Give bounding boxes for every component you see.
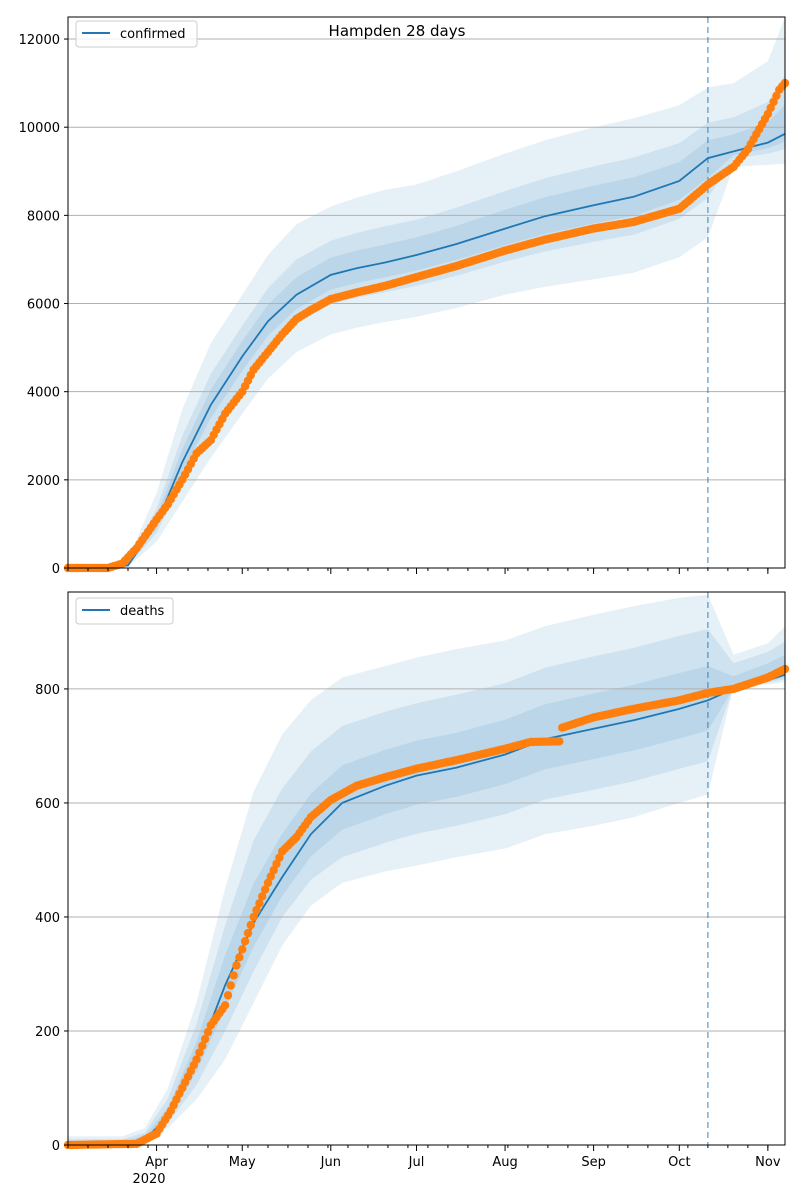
confirmed-series: [63, 78, 790, 573]
model-line: [68, 132, 786, 569]
observed-point: [203, 1027, 213, 1037]
observed-point: [243, 928, 253, 938]
observed-point: [555, 737, 564, 746]
y-tick-label: 2000: [27, 474, 60, 489]
legend-box: [75, 597, 174, 625]
observed-point: [263, 878, 273, 887]
x-tick-label: Nov: [755, 1155, 781, 1170]
observed-point: [260, 885, 270, 894]
observed-point: [255, 899, 264, 908]
band-outer: [68, 17, 785, 568]
y-tick-label: 4000: [27, 386, 60, 401]
observed-point: [258, 892, 267, 901]
y-tick-label: 800: [35, 683, 60, 698]
y-tick-label: 6000: [27, 298, 60, 313]
confirmed-panel: 0 2000 4000 6000 8000 10000 12000 confirmed Ha…: [19, 16, 790, 577]
observed-point: [238, 945, 247, 954]
y-tick-label: 400: [35, 911, 60, 926]
observed-point: [192, 1055, 201, 1064]
confirmed-uncertainty-bands: [68, 17, 785, 569]
axes-frame: [67, 16, 786, 569]
x-tick-label: May: [229, 1155, 256, 1170]
observed-point: [275, 853, 284, 862]
observed-point: [269, 866, 278, 875]
legend-label-confirmed: confirmed: [120, 27, 186, 42]
deaths-axes: 0 200 400 600 800: [35, 591, 786, 1154]
observed-point: [232, 961, 241, 970]
observed-point: [246, 920, 255, 930]
confirmed-gridlines: [68, 38, 785, 481]
year-label: 2020: [132, 1172, 165, 1187]
observed-point: [252, 905, 261, 915]
deaths-uncertainty-bands: [68, 594, 785, 1145]
x-tick-label: Aug: [492, 1155, 517, 1170]
x-tick-label: Jun: [320, 1155, 341, 1170]
y-tick-label: 200: [35, 1025, 60, 1040]
observed-point: [229, 971, 238, 980]
observed-point: [220, 1001, 230, 1010]
observed-point: [240, 937, 250, 946]
observed-point: [249, 912, 258, 922]
y-tick-label: 0: [52, 562, 60, 577]
confirmed-axes: 0 2000 4000 6000 8000 10000 12000: [19, 16, 786, 577]
y-tick-label: 10000: [19, 121, 60, 136]
x-tick-label: Apr: [145, 1155, 168, 1170]
observed-point: [226, 981, 235, 990]
deaths-series: [63, 664, 790, 1150]
deaths-panel: 0 200 400 600 800 deaths Apr May Jun Jul Aug Sep O…: [35, 591, 790, 1187]
legend-label-deaths: deaths: [120, 604, 165, 619]
y-tick-label: 12000: [19, 33, 60, 48]
deaths-legend: deaths: [75, 597, 174, 625]
y-tick-label: 8000: [27, 209, 60, 224]
observed-point: [198, 1041, 207, 1051]
observed-point: [266, 872, 275, 881]
y-tick-label: 0: [52, 1139, 60, 1154]
month-tick-labels: Apr May Jun Jul Aug Sep Oct Nov: [145, 1155, 781, 1170]
observed-point: [200, 1034, 210, 1044]
axes-frame: [67, 591, 786, 1146]
confirmed-legend: confirmed: [75, 20, 198, 48]
band-inner: [68, 654, 785, 1145]
band-inner: [68, 104, 785, 568]
band-outer: [68, 594, 785, 1145]
x-tick-label: Sep: [581, 1155, 606, 1170]
y-tick-label: 600: [35, 797, 60, 812]
x-tick-label: Jul: [408, 1155, 425, 1170]
observed-point: [223, 991, 233, 1000]
band-mid: [68, 629, 785, 1145]
legend-box: [75, 20, 198, 48]
x-tick-label: Oct: [668, 1155, 690, 1170]
deaths-gridlines: [68, 688, 785, 1032]
figure-title: Hampden 28 days: [329, 22, 466, 40]
observed-point: [195, 1048, 204, 1057]
observed-point: [235, 953, 244, 962]
band-mid: [68, 75, 785, 569]
